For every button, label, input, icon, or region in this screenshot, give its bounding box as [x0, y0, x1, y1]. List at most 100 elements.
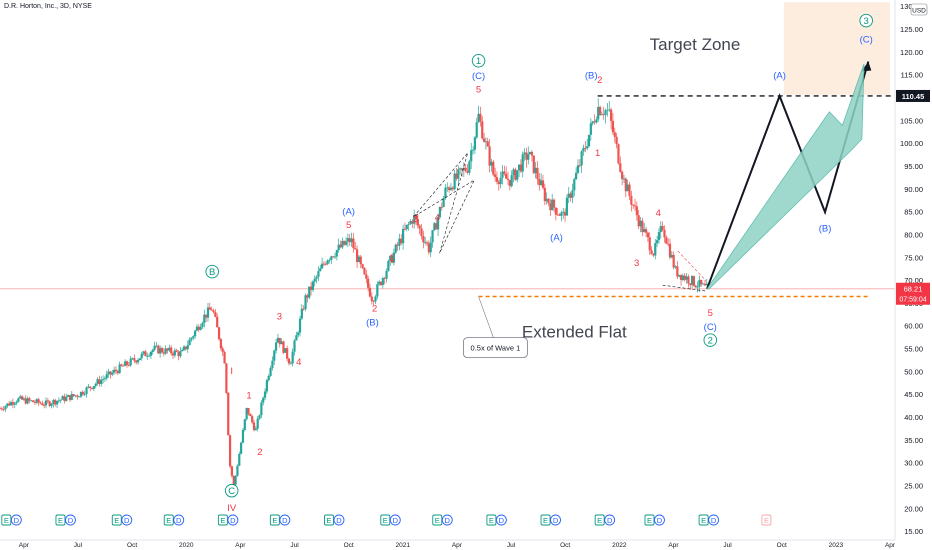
- candle-body-82: [149, 351, 153, 356]
- event-marker-7-0[interactable]: E: [380, 514, 391, 526]
- event-marker-1-0[interactable]: E: [55, 514, 66, 526]
- candle-body-278: [510, 175, 513, 187]
- candle-body-245: [449, 187, 453, 190]
- candle-body-261: [479, 113, 482, 122]
- candle-body-112: [205, 314, 208, 318]
- price-tick-2: 25.00: [904, 481, 923, 490]
- candle-body-46: [83, 394, 86, 395]
- event-marker-10-1[interactable]: D: [550, 514, 561, 526]
- candle-body-98: [179, 351, 182, 357]
- candle-body-146: [267, 375, 270, 381]
- candle-body-198: [363, 267, 366, 275]
- candle-body-190: [348, 238, 351, 243]
- candle-body-23: [41, 403, 44, 406]
- dividend-badge: [604, 514, 616, 526]
- event-marker-2-1[interactable]: D: [121, 514, 133, 526]
- candle-body-114: [208, 307, 211, 310]
- event-marker-9-0[interactable]: E: [486, 514, 497, 526]
- candle-body-231: [424, 242, 427, 244]
- candle-body-211: [387, 260, 390, 271]
- event-marker-3-1[interactable]: D: [173, 514, 185, 526]
- wave-label-15: 1: [476, 56, 481, 67]
- event-marker-1-1[interactable]: D: [65, 514, 76, 526]
- event-marker-2-0[interactable]: E: [111, 514, 122, 526]
- event-marker-0-0[interactable]: E: [1, 514, 12, 526]
- event-marker-6-1[interactable]: D: [333, 514, 345, 526]
- earnings-letter: E: [489, 516, 494, 525]
- event-marker-13-1[interactable]: D: [708, 514, 720, 526]
- time-tick-1: Jul: [74, 542, 83, 549]
- event-marker-3-0[interactable]: E: [163, 514, 174, 526]
- candle-body-95: [173, 350, 176, 356]
- time-tick-14: Oct: [777, 542, 787, 549]
- event-marker-6-0[interactable]: E: [324, 514, 334, 526]
- event-marker-14-0[interactable]: E: [761, 514, 772, 526]
- event-marker-5-0[interactable]: E: [269, 514, 280, 526]
- candle-body-319: [586, 146, 589, 149]
- wedge-line-lower: [662, 284, 706, 292]
- candle-body-133: [243, 419, 246, 430]
- event-marker-11-1[interactable]: D: [604, 514, 616, 526]
- candle-body-31: [55, 400, 59, 405]
- candle-body-384: [705, 283, 708, 286]
- target-zone-box: [783, 2, 890, 95]
- event-marker-8-0[interactable]: E: [432, 514, 443, 526]
- candle-body-286: [525, 152, 528, 160]
- event-marker-5-1[interactable]: D: [279, 514, 291, 526]
- candle-body-64: [116, 371, 119, 374]
- candle-body-320: [587, 134, 591, 147]
- callout-text: 0.5x of Wave 1: [471, 344, 521, 353]
- candle-body-5: [8, 403, 11, 406]
- candle-body-81: [147, 355, 151, 357]
- candle-body-71: [129, 358, 132, 366]
- event-marker-4-1[interactable]: D: [227, 514, 239, 526]
- candle-body-76: [138, 358, 141, 360]
- event-marker-11-0[interactable]: E: [594, 514, 605, 526]
- dividend-badge: [495, 514, 507, 526]
- candle-body-103: [188, 339, 191, 346]
- candle-body-88: [160, 348, 164, 353]
- candle-body-378: [694, 285, 697, 288]
- earnings-badge: [324, 514, 334, 526]
- candle-body-1: [0, 408, 3, 410]
- wave-label-21: (A): [550, 232, 563, 243]
- earnings-badge: [111, 514, 122, 526]
- candle-body-382: [702, 283, 705, 285]
- candle-body-272: [499, 177, 502, 185]
- candle-body-346: [635, 206, 638, 216]
- candle-body-252: [462, 167, 465, 170]
- event-marker-7-1[interactable]: D: [389, 514, 401, 526]
- price-tick-17: 100.00: [900, 139, 923, 148]
- event-marker-10-0[interactable]: E: [540, 514, 551, 526]
- candle-body-124: [227, 392, 230, 436]
- candle-body-282: [517, 164, 521, 171]
- candle-body-267: [490, 161, 493, 166]
- candle-body-300: [551, 199, 554, 211]
- candle-body-381: [700, 279, 703, 285]
- earnings-letter: E: [220, 516, 225, 525]
- candle-body-41: [74, 395, 77, 397]
- event-marker-9-1[interactable]: D: [495, 514, 507, 526]
- earnings-badge: [163, 514, 174, 526]
- event-marker-4-0[interactable]: E: [217, 514, 228, 526]
- candle-body-241: [442, 198, 445, 208]
- candle-body-215: [394, 244, 397, 253]
- dividend-badge: [121, 514, 133, 526]
- candle-body-371: [681, 275, 684, 280]
- current-price-badge: [896, 282, 930, 305]
- candle-body-30: [54, 399, 57, 405]
- candle-body-101: [184, 346, 188, 350]
- event-marker-12-1[interactable]: D: [654, 514, 665, 526]
- candle-body-144: [263, 391, 267, 398]
- event-marker-0-1[interactable]: D: [10, 514, 22, 526]
- candle-body-73: [133, 358, 136, 361]
- event-marker-8-1[interactable]: D: [441, 514, 453, 526]
- event-marker-12-0[interactable]: E: [644, 514, 655, 526]
- candle-body-214: [392, 252, 395, 263]
- event-marker-13-0[interactable]: E: [698, 514, 709, 526]
- candle-body-234: [429, 242, 432, 253]
- wave-label-25: (C): [704, 322, 717, 333]
- candle-body-225: [413, 215, 416, 224]
- candle-body-265: [486, 141, 489, 147]
